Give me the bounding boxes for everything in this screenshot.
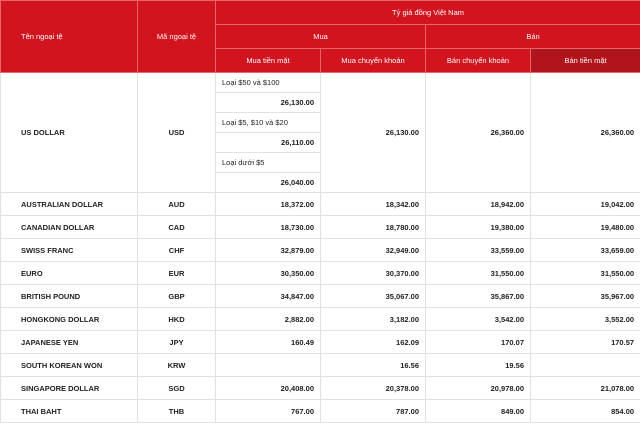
table-cell: BRITISH POUND	[0, 284, 138, 308]
header-cell: Mã ngoại tệ	[137, 0, 216, 73]
table-cell	[529, 353, 640, 377]
table-row: JAPANESE YEN JPY 160.49 162.09 170.07 170.57	[0, 330, 640, 354]
table-cell: HKD	[137, 307, 216, 331]
table-cell: 21,078.00	[529, 376, 640, 400]
table-cell: 19,480.00	[529, 215, 640, 239]
table-cell: SOUTH KOREAN WON	[0, 353, 138, 377]
table-cell: 3,182.00	[320, 307, 426, 331]
table-cell: 2,882.00	[215, 307, 321, 331]
table-cell: 30,370.00	[320, 261, 426, 285]
table-row: THAI BAHT THB 767.00 787.00 849.00 854.00	[0, 399, 640, 423]
table-cell: 18,730.00	[215, 215, 321, 239]
tier-rate: 26,130.00	[216, 93, 320, 113]
table-cell: 767.00	[215, 399, 321, 423]
header-cell: Bán tiền mặt	[529, 48, 640, 73]
table-cell: EUR	[137, 261, 216, 285]
table-cell: 18,342.00	[320, 192, 426, 216]
table-cell: 19.56	[425, 353, 531, 377]
table-cell: US DOLLAR	[0, 72, 138, 193]
header-cell: Mua chuyển khoản	[320, 48, 426, 73]
header-cell: Tỷ giá đồng Việt Nam	[214, 0, 640, 25]
tier-label: Loại $5, $10 và $20	[216, 113, 320, 133]
table-cell: 26,130.00	[320, 72, 426, 193]
header-cell: Mua	[215, 24, 426, 49]
table-cell: 35,067.00	[320, 284, 426, 308]
tier-rate: 26,040.00	[280, 178, 314, 187]
table-cell: 26,360.00	[425, 72, 531, 193]
table-cell: 162.09	[320, 330, 426, 354]
table-cell: 19,042.00	[529, 192, 640, 216]
tier-label: Loại $50 và $100	[216, 73, 320, 93]
table-row: AUSTRALIAN DOLLAR AUD 18,372.00 18,342.00 18…	[0, 192, 640, 216]
table-cell: 32,949.00	[320, 238, 426, 262]
table-cell: 31,550.00	[425, 261, 531, 285]
table-cell: GBP	[137, 284, 216, 308]
table-cell: HONGKONG DOLLAR	[0, 307, 138, 331]
table-cell: 787.00	[320, 399, 426, 423]
table-cell: AUSTRALIAN DOLLAR	[0, 192, 138, 216]
table-cell: SGD	[137, 376, 216, 400]
table-row: EURO EUR 30,350.00 30,370.00 31,550.00 31,550…	[0, 261, 640, 285]
table-cell: 34,847.00	[215, 284, 321, 308]
header-cell: Bán	[424, 24, 640, 49]
table-cell: 35,967.00	[529, 284, 640, 308]
table-cell: 18,780.00	[320, 215, 426, 239]
table-cell: 30,350.00	[215, 261, 321, 285]
tier-rate: 26,110.00	[216, 133, 320, 153]
table-cell: 849.00	[425, 399, 531, 423]
table-cell: EURO	[0, 261, 138, 285]
table-cell: 31,550.00	[529, 261, 640, 285]
table-row: SINGAPORE DOLLAR SGD 20,408.00 20,378.00 20,…	[0, 376, 640, 400]
table-cell: THB	[137, 399, 216, 423]
table-row: HONGKONG DOLLAR HKD 2,882.00 3,182.00 3,542.…	[0, 307, 640, 331]
table-cell: 3,552.00	[529, 307, 640, 331]
table-cell: 35,867.00	[425, 284, 531, 308]
table-cell: THAI BAHT	[0, 399, 138, 423]
header-cell: Tên ngoại tệ	[0, 0, 138, 73]
table-cell: 20,978.00	[425, 376, 531, 400]
table-cell: 20,408.00	[215, 376, 321, 400]
table-cell: 33,559.00	[425, 238, 531, 262]
table-cell: SINGAPORE DOLLAR	[0, 376, 138, 400]
table-cell: CAD	[137, 215, 216, 239]
table-cell: 18,372.00	[215, 192, 321, 216]
table-cell: 3,542.00	[425, 307, 531, 331]
table-row: SWISS FRANC CHF 32,879.00 32,949.00 33,559.0…	[0, 238, 640, 262]
header-cell: Mua tiền mặt	[215, 48, 321, 73]
table-cell: JPY	[137, 330, 216, 354]
table-cell: 19,380.00	[425, 215, 531, 239]
table-cell: 32,879.00	[215, 238, 321, 262]
table-cell: SWISS FRANC	[0, 238, 138, 262]
table-cell: USD	[137, 72, 216, 193]
table-cell: 854.00	[529, 399, 640, 423]
table-cell: KRW	[137, 353, 216, 377]
table-row: SOUTH KOREAN WON KRW 16.56 19.56	[0, 353, 640, 377]
tier-label: Loại dưới $5	[216, 153, 320, 173]
table-row: BRITISH POUND GBP 34,847.00 35,067.00 35,867…	[0, 284, 640, 308]
table-cell: Loại $50 và $100 26,130.00 Loại $5, $10 và…	[215, 72, 321, 193]
table-cell: 18,942.00	[425, 192, 531, 216]
table-cell: AUD	[137, 192, 216, 216]
header-cell: Bán chuyển khoản	[425, 48, 531, 73]
table-cell: 160.49	[215, 330, 321, 354]
table-cell: CANADIAN DOLLAR	[0, 215, 138, 239]
table-body: US DOLLAR USD Loại $50 và $100 26,130.00 Loạ…	[0, 72, 640, 423]
table-cell: JAPANESE YEN	[0, 330, 138, 354]
table-cell: 26,360.00	[529, 72, 640, 193]
table-row: US DOLLAR USD Loại $50 và $100 26,130.00 Loạ…	[0, 72, 640, 193]
table-header: Tên ngoại tệ Mã ngoại tệ Tỷ giá đồng Việ…	[0, 0, 640, 73]
table-cell: CHF	[137, 238, 216, 262]
table-cell: 33,659.00	[529, 238, 640, 262]
table-row: CANADIAN DOLLAR CAD 18,730.00 18,780.00 19,3…	[0, 215, 640, 239]
table-cell: 20,378.00	[320, 376, 426, 400]
table-cell: 16.56	[320, 353, 426, 377]
table-cell	[215, 353, 321, 377]
table-cell: 170.57	[529, 330, 640, 354]
table-cell: 170.07	[425, 330, 531, 354]
